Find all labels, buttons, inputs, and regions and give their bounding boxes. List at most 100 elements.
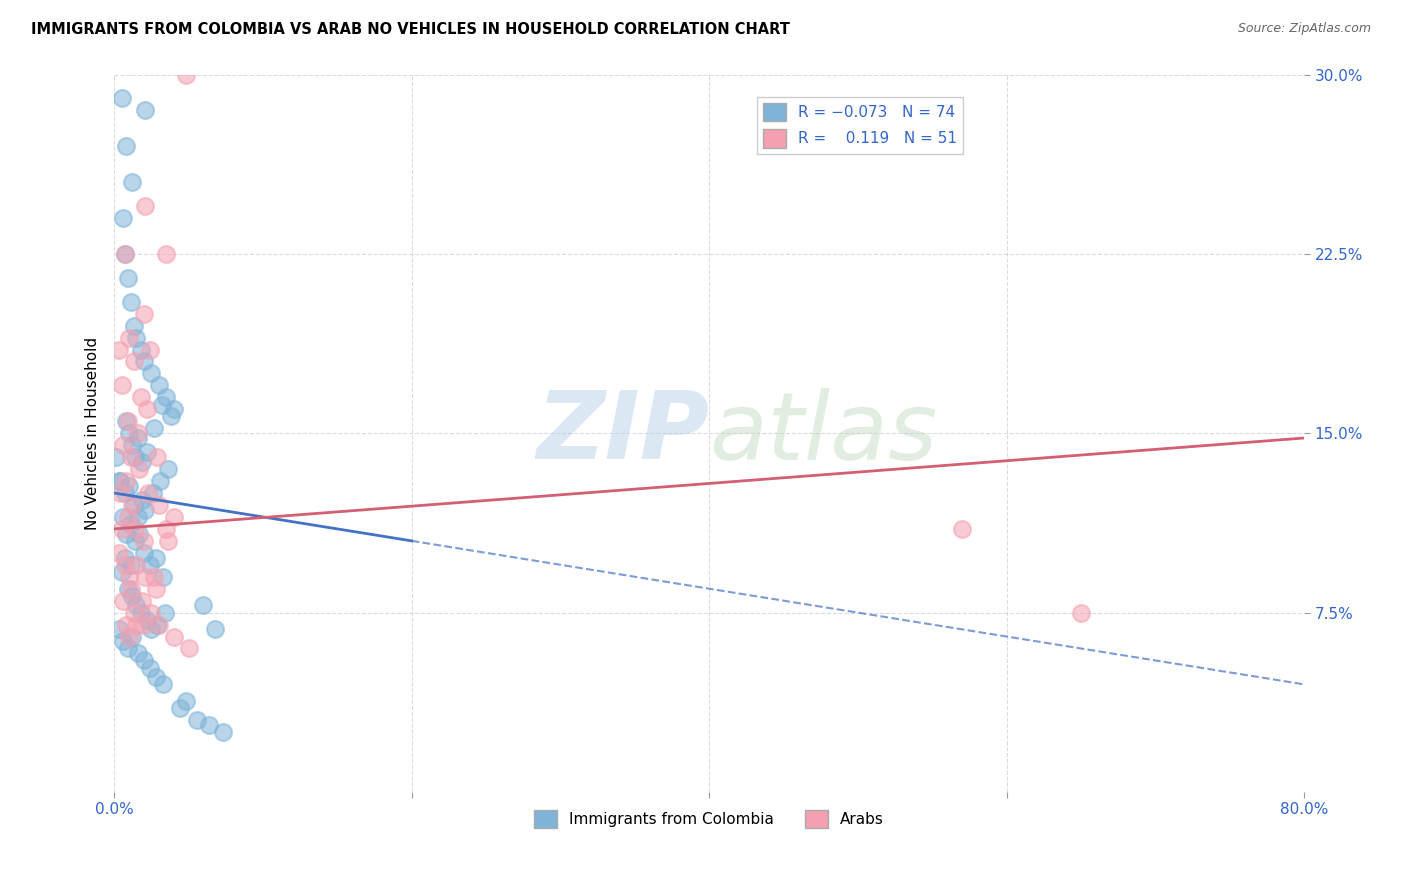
Point [156, 462, 179, 476]
Point [186, 713, 208, 727]
Point [104, 450, 127, 465]
Point [115, 414, 138, 428]
Point [118, 479, 141, 493]
Point [120, 558, 142, 572]
Point [132, 653, 155, 667]
Point [148, 617, 170, 632]
Point [112, 593, 135, 607]
Point [129, 390, 152, 404]
Point [132, 533, 155, 548]
Point [115, 474, 138, 488]
Point [127, 510, 149, 524]
Point [107, 623, 129, 637]
Point [125, 558, 148, 572]
Point [139, 660, 162, 674]
Text: atlas: atlas [709, 388, 938, 479]
Point [114, 486, 136, 500]
Point [153, 606, 176, 620]
Point [127, 646, 149, 660]
Point [131, 455, 153, 469]
Point [121, 630, 143, 644]
Point [174, 694, 197, 708]
Point [135, 613, 157, 627]
Point [139, 558, 162, 572]
Point [122, 606, 145, 620]
Point [145, 670, 167, 684]
Point [135, 402, 157, 417]
Point [118, 330, 141, 344]
Point [152, 677, 174, 691]
Legend: Immigrants from Colombia, Arabs: Immigrants from Colombia, Arabs [529, 804, 890, 835]
Point [122, 354, 145, 368]
Point [129, 343, 152, 357]
Point [120, 450, 142, 465]
Point [132, 546, 155, 560]
Point [143, 570, 166, 584]
Point [120, 582, 142, 596]
Point [120, 294, 142, 309]
Point [122, 498, 145, 512]
Point [145, 582, 167, 596]
Point [148, 498, 170, 512]
Point [143, 421, 166, 435]
Point [121, 589, 143, 603]
Point [131, 493, 153, 508]
Point [131, 593, 153, 607]
Point [118, 630, 141, 644]
Point [211, 725, 233, 739]
Point [204, 623, 226, 637]
Point [117, 510, 139, 524]
Point [129, 606, 152, 620]
Point [125, 599, 148, 613]
Point [139, 343, 162, 357]
Point [163, 402, 186, 417]
Point [132, 307, 155, 321]
Point [121, 498, 143, 512]
Point [163, 510, 186, 524]
Point [152, 570, 174, 584]
Point [193, 599, 215, 613]
Point [117, 582, 139, 596]
Point [115, 617, 138, 632]
Point [163, 630, 186, 644]
Point [155, 247, 177, 261]
Point [114, 247, 136, 261]
Point [112, 211, 135, 225]
Point [114, 558, 136, 572]
Point [134, 570, 156, 584]
Point [132, 354, 155, 368]
Point [198, 718, 221, 732]
Point [155, 522, 177, 536]
Point [111, 522, 134, 536]
Point [107, 343, 129, 357]
Point [112, 510, 135, 524]
Point [121, 438, 143, 452]
Point [117, 270, 139, 285]
Text: Source: ZipAtlas.com: Source: ZipAtlas.com [1237, 22, 1371, 36]
Text: ZIP: ZIP [536, 387, 709, 479]
Point [159, 409, 181, 424]
Point [127, 426, 149, 441]
Point [112, 438, 135, 452]
Point [114, 247, 136, 261]
Point [107, 474, 129, 488]
Point [124, 450, 146, 465]
Point [128, 526, 150, 541]
Point [117, 641, 139, 656]
Point [138, 486, 160, 500]
Point [108, 486, 131, 500]
Point [118, 570, 141, 584]
Point [145, 550, 167, 565]
Text: IMMIGRANTS FROM COLOMBIA VS ARAB NO VEHICLES IN HOUSEHOLD CORRELATION CHART: IMMIGRANTS FROM COLOMBIA VS ARAB NO VEHI… [31, 22, 790, 37]
Point [134, 103, 156, 118]
Point [174, 68, 197, 82]
Point [169, 701, 191, 715]
Point [155, 390, 177, 404]
Point [950, 522, 973, 536]
Point [118, 426, 141, 441]
Point [115, 139, 138, 153]
Point [150, 398, 173, 412]
Point [117, 414, 139, 428]
Y-axis label: No Vehicles in Household: No Vehicles in Household [86, 336, 100, 530]
Point [111, 565, 134, 579]
